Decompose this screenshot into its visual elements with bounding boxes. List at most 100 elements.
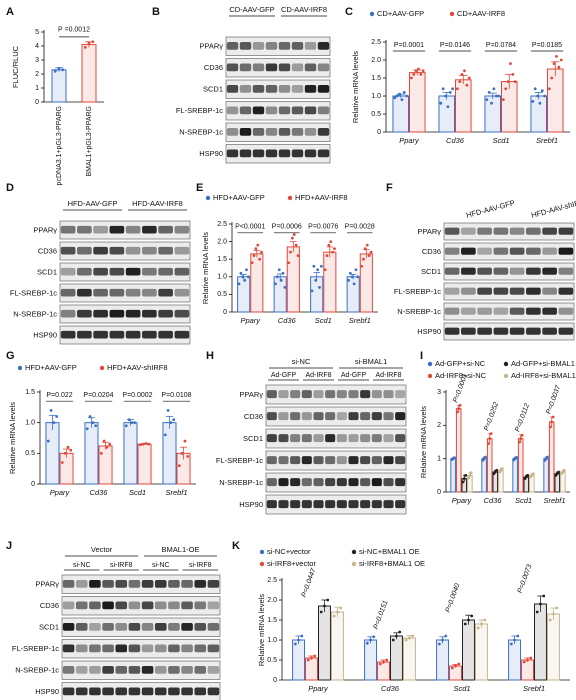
band	[313, 456, 324, 465]
blot-strip	[225, 36, 331, 56]
legend-marker	[99, 365, 105, 371]
data-point	[492, 87, 496, 91]
band	[542, 227, 557, 235]
band	[477, 247, 492, 255]
row-label: FL-SREBP-1c	[176, 106, 223, 115]
data-point	[522, 660, 526, 664]
group-label: si-NC	[292, 357, 311, 366]
data-point	[495, 468, 499, 472]
data-point	[124, 424, 128, 428]
p-value: P=0.0108	[161, 392, 191, 399]
band	[102, 644, 114, 653]
blot-strip	[225, 122, 331, 142]
band	[542, 267, 557, 275]
data-point	[312, 264, 316, 268]
band	[109, 330, 125, 339]
band	[141, 644, 154, 653]
band	[278, 42, 291, 50]
band	[477, 307, 492, 315]
data-point	[467, 476, 470, 480]
data-point	[378, 662, 382, 666]
data-point	[91, 421, 95, 425]
data-point	[476, 626, 480, 630]
band	[93, 288, 108, 297]
band	[348, 434, 359, 443]
row-label: HSP90	[35, 687, 59, 696]
band	[252, 128, 265, 136]
band	[181, 644, 193, 653]
band	[181, 666, 193, 674]
bar	[292, 639, 306, 681]
data-point	[450, 666, 454, 670]
x-tick-label: Cd36	[381, 684, 400, 693]
band	[141, 580, 154, 588]
band	[278, 390, 289, 399]
data-point	[99, 451, 103, 455]
data-point	[552, 612, 555, 616]
band	[128, 687, 141, 696]
data-point	[61, 68, 65, 72]
data-point	[166, 409, 170, 412]
legend-marker	[205, 195, 211, 201]
band	[168, 580, 180, 588]
data-point	[439, 101, 443, 105]
data-point	[409, 76, 413, 80]
data-point	[323, 604, 326, 608]
band	[239, 85, 252, 93]
band	[278, 478, 289, 487]
band	[509, 267, 525, 275]
band	[461, 327, 476, 335]
data-point	[365, 243, 369, 247]
bar	[392, 95, 410, 133]
band	[174, 288, 190, 297]
band	[60, 309, 76, 318]
x-tick-label: Ppary	[50, 488, 71, 497]
band	[348, 456, 359, 465]
band	[383, 478, 394, 487]
band	[62, 580, 75, 588]
y-axis-label: Relative mRNA levels	[419, 406, 428, 478]
band	[278, 149, 291, 158]
band	[128, 623, 141, 631]
data-point	[87, 41, 91, 45]
data-point	[470, 614, 474, 618]
blot-strip	[59, 304, 191, 324]
bar	[305, 657, 319, 681]
bar	[547, 68, 564, 133]
band	[62, 623, 75, 631]
data-point	[550, 420, 554, 424]
data-point	[66, 445, 70, 449]
band	[313, 390, 324, 399]
data-point	[297, 638, 300, 642]
band	[77, 246, 92, 255]
row-label: SCD1	[421, 267, 441, 276]
data-point	[412, 73, 416, 76]
data-point	[289, 250, 292, 254]
bar	[508, 639, 522, 681]
data-point	[292, 233, 296, 236]
x-tick-label: Srebf1	[349, 316, 371, 325]
band	[62, 666, 75, 674]
data-point	[494, 94, 498, 98]
band	[360, 456, 371, 465]
p-value: P=0.0151	[373, 599, 390, 630]
blot-strip	[61, 639, 221, 659]
data-point	[186, 455, 190, 458]
band	[493, 247, 509, 255]
band	[158, 330, 173, 339]
y-tick-label: 2.5	[371, 39, 381, 46]
data-point	[417, 67, 420, 71]
band	[371, 478, 382, 487]
band	[360, 434, 371, 443]
band	[93, 330, 108, 339]
band	[509, 287, 525, 295]
band	[317, 63, 330, 72]
data-point	[250, 261, 254, 265]
y-tick-label: 1.0	[25, 420, 35, 427]
p-value: P=0.0006	[272, 224, 302, 231]
band	[75, 666, 88, 674]
band	[336, 434, 347, 443]
data-point	[550, 76, 554, 80]
band	[75, 687, 88, 696]
bar	[323, 251, 337, 313]
